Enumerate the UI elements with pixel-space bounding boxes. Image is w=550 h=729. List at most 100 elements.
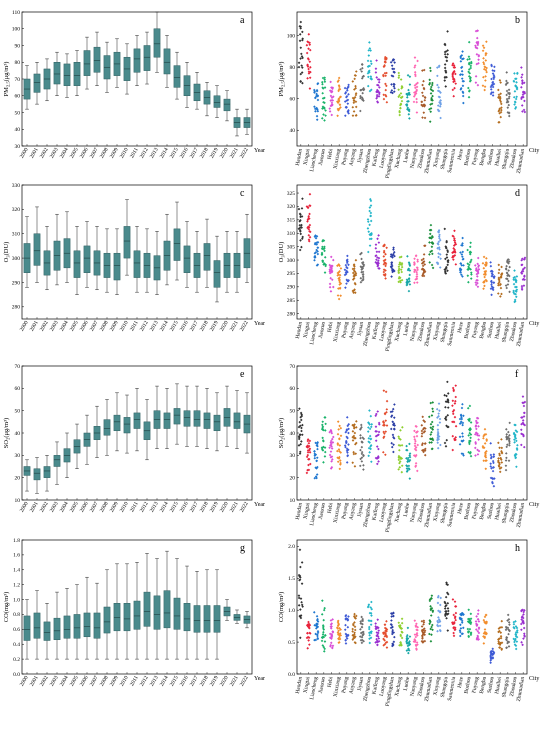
x-tick-label: 2020 <box>219 320 230 333</box>
city-point-strip <box>305 32 312 90</box>
y-tick-label: 285 <box>287 298 296 304</box>
data-point <box>453 248 456 252</box>
data-point <box>520 73 524 76</box>
data-point <box>377 421 381 425</box>
data-point <box>329 99 333 102</box>
data-point <box>415 622 418 626</box>
data-point <box>482 642 486 645</box>
data-point <box>470 273 473 276</box>
data-point <box>315 473 319 476</box>
data-point <box>374 625 377 628</box>
data-point <box>446 49 449 52</box>
data-point <box>370 237 373 241</box>
data-point <box>474 454 477 457</box>
data-point <box>423 269 426 272</box>
data-point <box>522 637 525 640</box>
data-point <box>420 639 424 643</box>
data-point <box>406 458 410 462</box>
box-plot-element <box>203 82 211 117</box>
city-point-strip <box>466 404 473 458</box>
city-point-strip <box>497 79 503 124</box>
data-point <box>299 442 302 446</box>
data-point <box>307 72 311 75</box>
data-point <box>443 50 447 54</box>
box-iqr <box>33 233 41 266</box>
data-point <box>337 76 341 80</box>
data-point <box>298 212 302 216</box>
data-point <box>399 456 402 459</box>
data-point <box>330 635 334 639</box>
x-tick-label: Zhumadian <box>424 148 434 174</box>
data-point <box>405 635 409 639</box>
data-point <box>498 461 501 465</box>
data-point <box>446 30 449 33</box>
data-point <box>447 609 450 613</box>
panel-f-letter: f <box>515 369 519 380</box>
data-point <box>467 419 471 423</box>
city-point-strip <box>420 415 427 457</box>
data-point <box>515 279 518 283</box>
data-point <box>499 282 502 286</box>
data-point <box>299 25 303 29</box>
y-tick-label: 1.8 <box>13 538 20 544</box>
x-tick-label: 2004 <box>59 675 70 688</box>
data-point <box>462 454 465 457</box>
data-point <box>499 100 503 104</box>
data-point <box>368 409 371 412</box>
data-point <box>361 97 365 101</box>
data-point <box>444 415 448 419</box>
data-point <box>421 415 425 419</box>
data-point <box>383 261 387 265</box>
y-tick-label: 0.0 <box>288 672 295 678</box>
data-point <box>515 447 519 450</box>
data-point <box>481 261 485 265</box>
data-point <box>519 428 523 432</box>
data-point <box>481 444 485 448</box>
data-point <box>412 261 416 264</box>
data-point <box>323 247 326 250</box>
data-point <box>383 71 387 75</box>
data-point <box>491 288 495 292</box>
data-point <box>500 625 504 629</box>
data-point <box>431 628 434 632</box>
data-point <box>475 427 478 431</box>
data-point <box>308 76 312 80</box>
data-point <box>362 463 365 467</box>
x-tick-label: 2006 <box>79 501 90 514</box>
data-point <box>361 261 365 264</box>
data-point <box>473 433 477 436</box>
data-point <box>474 620 478 623</box>
x-tick-label: 2012 <box>139 675 150 688</box>
data-point <box>375 59 378 62</box>
data-point <box>353 77 356 81</box>
data-point <box>370 460 373 464</box>
x-tick-label: 2009 <box>109 501 120 514</box>
data-point <box>415 633 418 636</box>
box-plot-element <box>143 228 151 293</box>
data-point <box>308 223 312 227</box>
data-point <box>307 226 311 229</box>
city-point-strip <box>420 244 427 278</box>
data-point <box>351 630 354 633</box>
data-point <box>436 428 440 432</box>
data-point <box>385 620 388 623</box>
data-point <box>377 447 380 451</box>
data-point <box>469 436 472 440</box>
data-point <box>498 446 501 450</box>
city-point-strip <box>382 620 389 649</box>
data-point <box>439 629 442 633</box>
data-point <box>445 582 448 586</box>
data-point <box>461 242 464 245</box>
data-point <box>316 630 320 633</box>
data-point <box>507 273 510 277</box>
data-point <box>384 453 387 457</box>
city-point-strip <box>405 442 412 480</box>
data-point <box>382 93 386 97</box>
panel-c-ylabel: O3(DU) <box>3 242 11 263</box>
data-point <box>382 423 386 427</box>
data-point <box>475 36 479 40</box>
data-point <box>421 637 424 640</box>
data-point <box>445 394 448 398</box>
data-point <box>444 71 448 74</box>
data-point <box>299 230 302 233</box>
